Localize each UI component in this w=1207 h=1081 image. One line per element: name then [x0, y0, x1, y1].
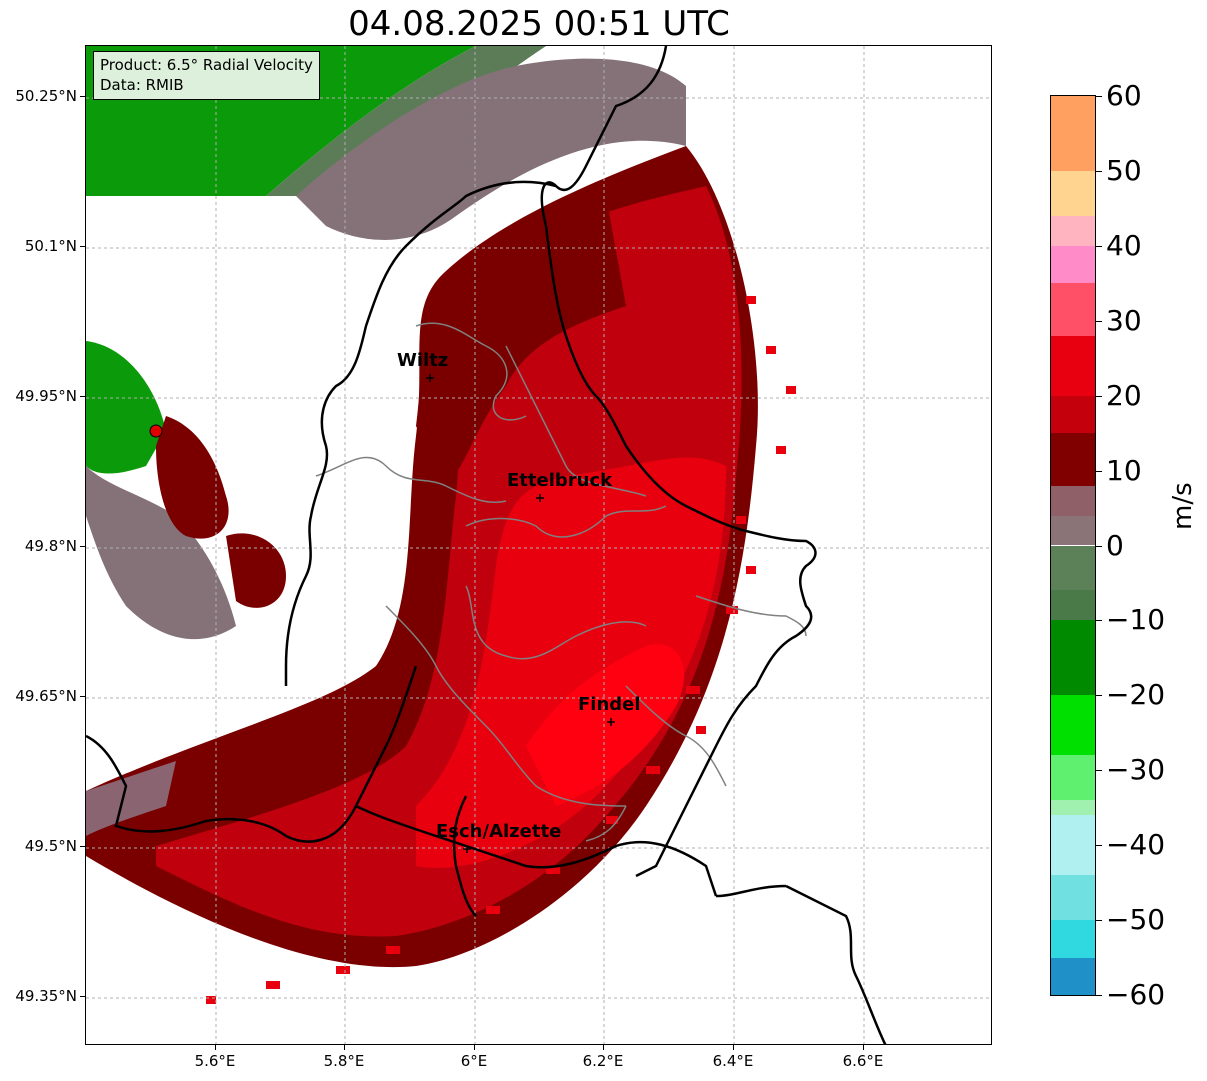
colorbar-segment: [1051, 620, 1095, 696]
colorbar-tick: [1096, 920, 1102, 922]
colorbar-tick-label: 60: [1106, 79, 1142, 112]
lat-tick: [80, 996, 85, 997]
colorbar-segment: [1051, 957, 1095, 995]
radar-map-canvas: [86, 46, 991, 1044]
colorbar-tick: [1096, 545, 1102, 547]
lat-tick: [80, 546, 85, 547]
colorbar-tick: [1096, 770, 1102, 772]
colorbar-tick-label: −60: [1106, 978, 1166, 1011]
lon-tick: [474, 1045, 475, 1050]
colorbar-segment: [1051, 215, 1095, 246]
colorbar-segment: [1051, 695, 1095, 756]
colorbar-tick-label: −40: [1106, 828, 1166, 862]
colorbar-tick: [1096, 620, 1102, 622]
lat-tick: [80, 246, 85, 247]
colorbar-segment: [1051, 590, 1095, 621]
city-label-esch-alzette: Esch/Alzette: [436, 821, 562, 842]
lat-tick: [80, 96, 85, 97]
colorbar-tick-label: −10: [1106, 603, 1166, 637]
colorbar-tick: [1096, 695, 1102, 697]
lon-label: 6.2°E: [582, 1052, 624, 1070]
colorbar-segment: [1051, 920, 1095, 958]
colorbar-segment: [1051, 395, 1095, 434]
city-label-findel: Findel: [578, 694, 641, 715]
colorbar-tick: [1096, 320, 1102, 322]
colorbar-segment: [1051, 815, 1095, 876]
colorbar-tick: [1096, 245, 1102, 247]
info-box: Product: 6.5° Radial Velocity Data: RMIB: [93, 51, 320, 100]
near-radar-clutter-gray: [86, 466, 236, 640]
lon-label: 5.8°E: [323, 1052, 365, 1070]
lat-tick: [80, 696, 85, 697]
colorbar-tick-label: 50: [1106, 153, 1142, 187]
city-markers: [426, 374, 615, 853]
colorbar-tick: [1096, 96, 1102, 97]
ring-edge-speckles: [206, 296, 796, 1004]
lon-tick: [344, 1045, 345, 1050]
colorbar: [1050, 95, 1096, 996]
colorbar-segment: [1051, 515, 1095, 546]
colorbar-segment: [1051, 800, 1095, 816]
radar-map[interactable]: [85, 45, 992, 1045]
outbound-ring-peak: [526, 644, 685, 806]
colorbar-tick: [1096, 395, 1102, 397]
colorbar-tick: [1096, 170, 1102, 172]
near-radar-clutter-green: [86, 341, 166, 474]
colorbar-segment: [1051, 875, 1095, 921]
lon-tick: [603, 1045, 604, 1050]
near-radar-clutter-red: [156, 416, 229, 539]
map-title: 04.08.2025 00:51 UTC: [348, 4, 730, 44]
lat-label: 49.5°N: [24, 837, 77, 855]
lon-label: 5.6°E: [194, 1052, 236, 1070]
city-label-ettelbruck: Ettelbruck: [507, 470, 613, 491]
lat-label: 50.25°N: [15, 87, 77, 105]
radar-site-marker: [149, 424, 163, 438]
near-radar-clutter-red-south: [226, 533, 286, 608]
zero-velocity-band: [296, 58, 686, 240]
lat-label: 49.65°N: [15, 687, 77, 705]
lat-label: 49.95°N: [15, 387, 77, 405]
colorbar-tick-label: −50: [1106, 903, 1166, 937]
colorbar-tick: [1096, 845, 1102, 847]
product-label: Product: 6.5° Radial Velocity: [100, 56, 313, 74]
outbound-ring-inner-dark: [416, 196, 626, 486]
colorbar-segment: [1051, 485, 1095, 516]
colorbar-segment: [1051, 170, 1095, 216]
colorbar-tick-label: 40: [1106, 228, 1142, 262]
map-gridlines: [86, 46, 991, 1044]
data-source-label: Data: RMIB: [100, 76, 184, 94]
colorbar-segment: [1051, 335, 1095, 396]
lon-label: 6.6°E: [842, 1052, 884, 1070]
colorbar-segment: [1051, 545, 1095, 591]
lon-label: 6°E: [460, 1052, 488, 1070]
colorbar-segment: [1051, 245, 1095, 284]
outbound-ring-core: [416, 457, 726, 868]
colorbar-tick: [1096, 470, 1102, 472]
colorbar-segment: [1051, 433, 1095, 486]
city-label-wiltz: Wiltz: [397, 350, 449, 371]
lat-tick: [80, 396, 85, 397]
colorbar-tick-label: −30: [1106, 753, 1166, 787]
colorbar-unit-label: m/s: [1168, 482, 1198, 530]
lon-label: 6.4°E: [712, 1052, 754, 1070]
lat-tick: [80, 846, 85, 847]
zero-velocity-south: [86, 761, 176, 836]
colorbar-tick-label: 20: [1106, 378, 1142, 412]
colorbar-tick-label: 0: [1106, 528, 1124, 562]
lon-tick: [733, 1045, 734, 1050]
lat-label: 49.8°N: [24, 537, 77, 555]
colorbar-tick: [1096, 995, 1102, 996]
country-borders: [86, 46, 887, 1044]
lon-tick: [215, 1045, 216, 1050]
colorbar-segment: [1051, 96, 1095, 171]
lat-label: 49.35°N: [15, 987, 77, 1005]
colorbar-tick-label: 10: [1106, 453, 1142, 487]
colorbar-segment: [1051, 755, 1095, 801]
lat-label: 50.1°N: [24, 237, 77, 255]
canton-borders: [315, 322, 807, 842]
colorbar-tick-label: 30: [1106, 303, 1142, 337]
lon-tick: [863, 1045, 864, 1050]
colorbar-segment: [1051, 283, 1095, 336]
colorbar-tick-label: −20: [1106, 678, 1166, 712]
